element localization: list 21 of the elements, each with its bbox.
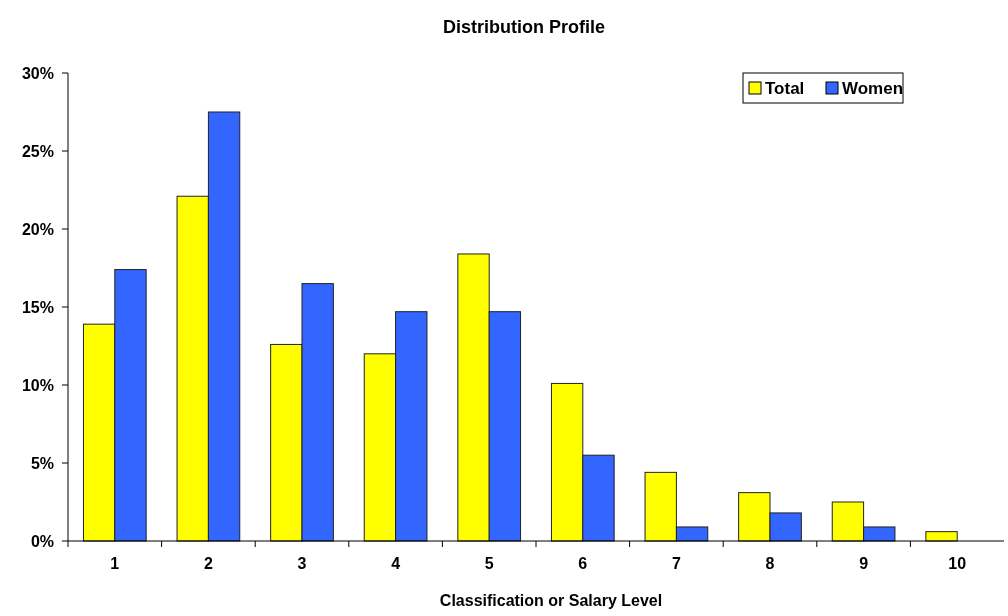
legend-label: Total (765, 79, 805, 98)
y-tick-label: 10% (21, 376, 54, 394)
y-tick-label: 20% (21, 220, 54, 238)
y-tick-label: 30% (21, 64, 54, 82)
chart-title: Distribution Profile (443, 17, 605, 37)
legend-label: Women (842, 79, 904, 98)
x-tick-label: 4 (391, 555, 401, 572)
x-tick-label: 2 (203, 555, 213, 572)
x-tick-label: 9 (859, 555, 869, 572)
x-tick-label: 1 (110, 555, 120, 572)
y-tick-label: 25% (21, 142, 54, 160)
x-axis-title: Classification or Salary Level (439, 592, 663, 609)
x-tick-label: 6 (578, 555, 588, 572)
y-tick-label: 15% (21, 298, 54, 316)
x-tick-label: 5 (484, 555, 494, 572)
x-tick-label: 3 (297, 555, 307, 572)
y-tick-label: 5% (30, 454, 54, 472)
y-tick-label: 0% (30, 532, 54, 550)
x-tick-label: 10 (948, 555, 967, 572)
x-tick-label: 7 (671, 555, 681, 572)
x-tick-label: 8 (765, 555, 775, 572)
